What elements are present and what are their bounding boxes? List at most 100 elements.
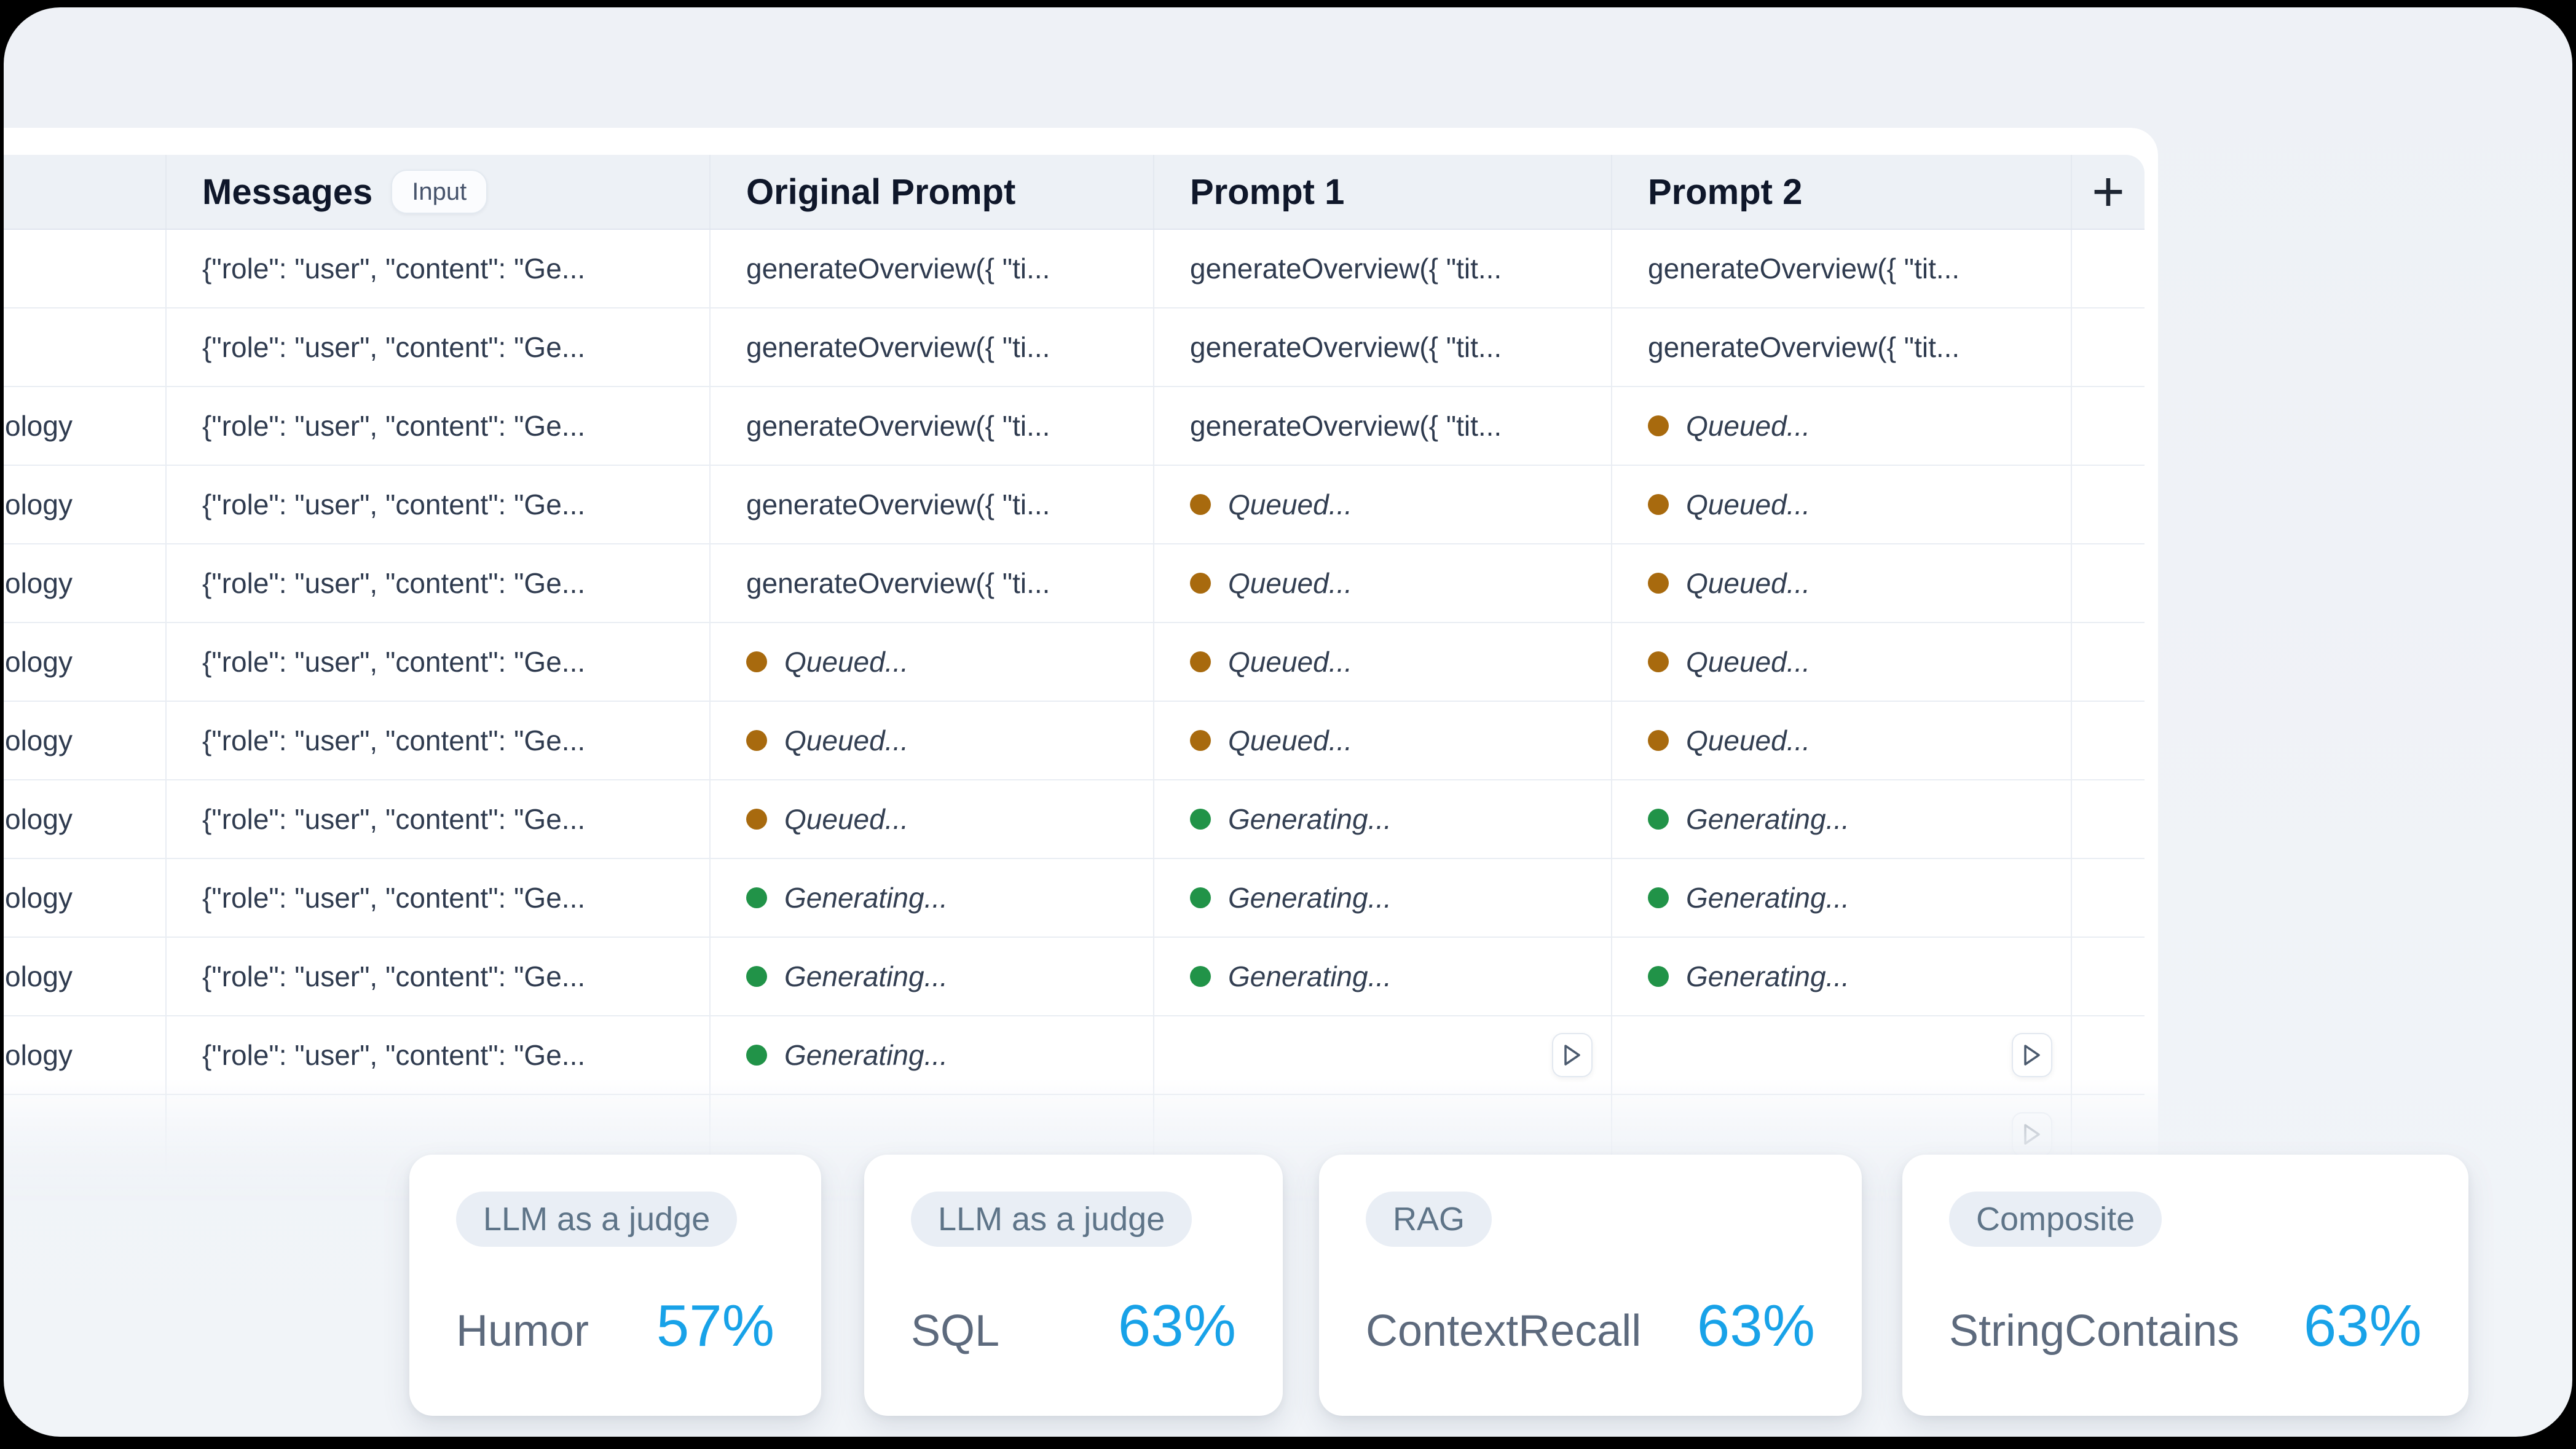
queued-status: Queued... (1648, 488, 1810, 521)
prompt2-cell[interactable]: Generating... (1612, 938, 2072, 1015)
dataset-cell[interactable]: ology (4, 544, 167, 622)
metric-card-stringcontains[interactable]: Composite StringContains 63% (1902, 1155, 2468, 1416)
status-dot-icon (1648, 494, 1669, 515)
dataset-cell[interactable]: ology (4, 702, 167, 779)
original-prompt-cell[interactable]: generateOverview({ "ti... (711, 230, 1154, 307)
generating-status: Generating... (1190, 881, 1392, 914)
prompt1-cell[interactable]: Generating... (1154, 859, 1612, 937)
messages-cell[interactable]: {"role": "user", "content": "Ge... (167, 308, 711, 386)
prompt2-cell[interactable]: generateOverview({ "tit... (1612, 230, 2072, 307)
dataset-label: ology (5, 803, 73, 835)
prompt1-cell[interactable]: Queued... (1154, 623, 1612, 701)
status-dot-icon (1190, 966, 1211, 987)
status-dot-icon (1190, 651, 1211, 672)
dataset-cell[interactable]: ology (4, 387, 167, 465)
cell-code-text: generateOverview({ "tit... (1190, 253, 1502, 285)
original-prompt-cell[interactable]: Queued... (711, 780, 1154, 858)
dataset-cell[interactable]: ology (4, 780, 167, 858)
prompt2-column-label: Prompt 2 (1648, 171, 1803, 212)
queued-status: Queued... (1190, 567, 1352, 600)
prompt1-cell[interactable]: generateOverview({ "tit... (1154, 230, 1612, 307)
table-row: ology {"role": "user", "content": "Ge... g… (4, 544, 2145, 623)
run-prompt-play-button[interactable] (2012, 1033, 2052, 1077)
queued-status: Queued... (1648, 645, 1810, 678)
play-icon (1564, 1045, 1580, 1066)
generating-status: Generating... (1190, 960, 1392, 993)
dataset-cell[interactable]: ology (4, 466, 167, 543)
dataset-cell (4, 230, 167, 307)
queued-status: Queued... (1190, 488, 1352, 521)
original-prompt-cell[interactable]: generateOverview({ "ti... (711, 308, 1154, 386)
original-prompt-cell[interactable]: Generating... (711, 938, 1154, 1015)
prompt2-cell[interactable]: Queued... (1612, 702, 2072, 779)
metric-card-humor[interactable]: LLM as a judge Humor 57% (409, 1155, 821, 1416)
play-icon (2024, 1045, 2040, 1066)
dataset-label: ology (5, 1039, 73, 1071)
status-dot-icon (746, 730, 767, 751)
messages-cell[interactable]: {"role": "user", "content": "Ge... (167, 938, 711, 1015)
add-column-cell (2072, 780, 2145, 858)
messages-cell[interactable]: {"role": "user", "content": "Ge... (167, 466, 711, 543)
messages-cell[interactable]: {"role": "user", "content": "Ge... (167, 544, 711, 622)
status-label: Queued... (1686, 646, 1811, 678)
add-column-cell (2072, 859, 2145, 937)
messages-cell[interactable]: {"role": "user", "content": "Ge... (167, 859, 711, 937)
status-dot-icon (1190, 809, 1211, 830)
add-column-cell (2072, 544, 2145, 622)
status-dot-icon (1190, 573, 1211, 594)
add-column-button[interactable]: + (2092, 160, 2125, 223)
original-prompt-cell[interactable]: Generating... (711, 1016, 1154, 1094)
status-label: Generating... (1228, 882, 1392, 914)
generating-status: Generating... (746, 1039, 948, 1072)
dataset-cell (4, 308, 167, 386)
prompt1-cell[interactable]: Queued... (1154, 544, 1612, 622)
prompt1-cell[interactable]: Generating... (1154, 938, 1612, 1015)
prompt1-cell[interactable]: Queued... (1154, 702, 1612, 779)
run-prompt-play-button[interactable] (1552, 1033, 1593, 1077)
results-table: Messages Input Original Prompt Prompt 1 … (4, 155, 2145, 1174)
messages-cell[interactable]: {"role": "user", "content": "Ge... (167, 387, 711, 465)
prompt2-cell[interactable]: Queued... (1612, 623, 2072, 701)
status-label: Generating... (1686, 960, 1849, 992)
metric-name: ContextRecall (1366, 1306, 1642, 1356)
prompt2-cell[interactable]: Queued... (1612, 466, 2072, 543)
prompt2-cell[interactable]: Generating... (1612, 859, 2072, 937)
dataset-cell[interactable]: ology (4, 938, 167, 1015)
original-prompt-cell[interactable]: generateOverview({ "ti... (711, 387, 1154, 465)
messages-cell[interactable]: {"role": "user", "content": "Ge... (167, 623, 711, 701)
original-prompt-cell[interactable]: Queued... (711, 623, 1154, 701)
prompt1-cell[interactable]: generateOverview({ "tit... (1154, 387, 1612, 465)
add-column-cell (2072, 623, 2145, 701)
original-prompt-cell[interactable]: generateOverview({ "ti... (711, 544, 1154, 622)
dataset-cell[interactable]: ology (4, 1016, 167, 1094)
header-prompt1-column: Prompt 1 (1154, 155, 1612, 229)
prompt1-cell[interactable]: Queued... (1154, 466, 1612, 543)
messages-cell[interactable]: {"role": "user", "content": "Ge... (167, 230, 711, 307)
dataset-cell[interactable]: ology (4, 623, 167, 701)
original-prompt-cell[interactable]: generateOverview({ "ti... (711, 466, 1154, 543)
generating-status: Generating... (1648, 881, 1849, 914)
original-prompt-cell[interactable]: Queued... (711, 702, 1154, 779)
messages-cell[interactable]: {"role": "user", "content": "Ge... (167, 780, 711, 858)
prompt2-cell[interactable]: generateOverview({ "tit... (1612, 308, 2072, 386)
queued-status: Queued... (1648, 567, 1810, 600)
metric-card-sql[interactable]: LLM as a judge SQL 63% (864, 1155, 1283, 1416)
metric-card-contextrecall[interactable]: RAG ContextRecall 63% (1319, 1155, 1862, 1416)
status-dot-icon (746, 651, 767, 672)
status-label: Queued... (1686, 489, 1811, 520)
messages-cell[interactable]: {"role": "user", "content": "Ge... (167, 702, 711, 779)
prompt1-cell[interactable]: Generating... (1154, 780, 1612, 858)
prompt1-cell[interactable] (1154, 1016, 1612, 1094)
original-prompt-cell[interactable]: Generating... (711, 859, 1154, 937)
run-prompt-play-button[interactable] (2012, 1112, 2052, 1156)
status-label: Generating... (784, 882, 948, 914)
prompt2-cell[interactable]: Queued... (1612, 387, 2072, 465)
add-column-cell (2072, 1016, 2145, 1094)
messages-cell[interactable]: {"role": "user", "content": "Ge... (167, 1016, 711, 1094)
prompt2-cell[interactable]: Queued... (1612, 544, 2072, 622)
dataset-cell[interactable]: ology (4, 859, 167, 937)
prompt2-cell[interactable]: Generating... (1612, 780, 2072, 858)
metric-name: Humor (456, 1306, 589, 1356)
prompt2-cell[interactable] (1612, 1016, 2072, 1094)
prompt1-cell[interactable]: generateOverview({ "tit... (1154, 308, 1612, 386)
